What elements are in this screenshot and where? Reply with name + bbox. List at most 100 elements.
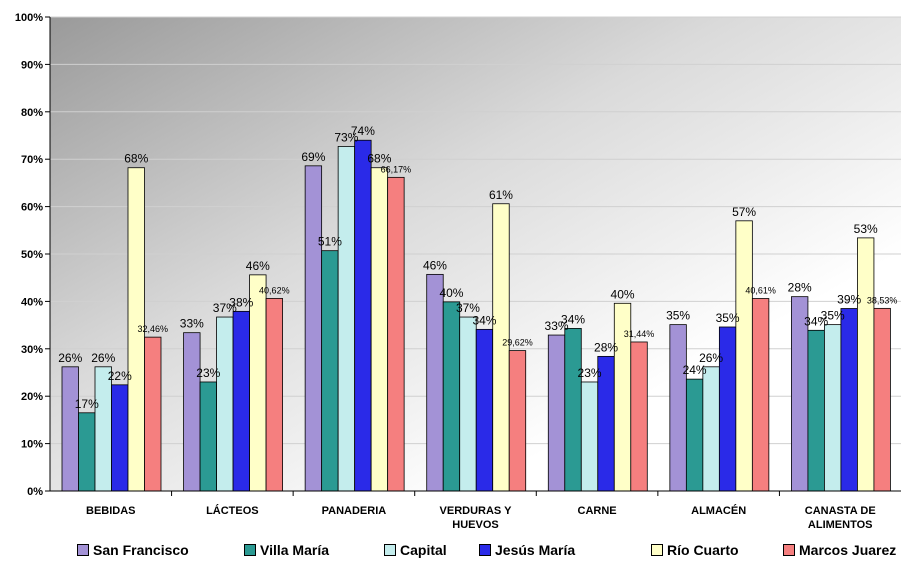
bar [370, 167, 389, 492]
data-label: 35% [716, 311, 740, 325]
data-label: 73% [334, 130, 358, 144]
y-tick-label: 20% [21, 391, 43, 403]
legend-swatch [479, 544, 491, 556]
y-tick-label: 70% [21, 154, 43, 166]
bars [61, 139, 891, 492]
data-label: 23% [578, 366, 602, 380]
data-label: 37% [213, 301, 237, 315]
data-label: 38,53% [867, 295, 898, 305]
x-tick-label: CARNE [578, 505, 617, 517]
y-tick-label: 50% [21, 249, 43, 261]
y-tick-label: 60% [21, 202, 43, 214]
bar [459, 316, 477, 492]
data-label: 33% [180, 317, 204, 331]
data-label: 38% [229, 295, 253, 309]
legend-item: Marcos Juarez [783, 542, 896, 558]
data-label: 26% [58, 351, 82, 365]
bar [669, 324, 687, 492]
legend-item: Jesús María [479, 542, 575, 558]
bar [547, 334, 566, 492]
legend-label: Capital [400, 542, 447, 558]
bar [702, 366, 720, 492]
bar [685, 378, 704, 492]
data-label: 53% [854, 222, 878, 236]
data-label: 22% [108, 369, 132, 383]
data-label: 24% [683, 363, 707, 377]
bar [857, 237, 875, 492]
data-label: 26% [699, 351, 723, 365]
data-label: 40% [439, 286, 463, 300]
x-tick-label: ALIMENTOS [808, 519, 873, 531]
y-tick-label: 30% [21, 344, 43, 356]
bar [442, 301, 461, 492]
legend-label: Villa María [260, 542, 330, 558]
bar [475, 328, 494, 492]
bar [387, 176, 405, 492]
data-labels: 26%17%26%22%68%32,46% 33%23%37%38%46%40,6… [58, 124, 897, 411]
legend-swatch [244, 544, 256, 556]
y-tick-label: 10% [21, 439, 43, 451]
legend-item: San Francisco [77, 542, 189, 558]
bar [94, 366, 112, 492]
legend-swatch [77, 544, 89, 556]
bar [265, 298, 283, 492]
data-label: 40,62% [259, 285, 290, 295]
data-label: 40% [611, 287, 635, 301]
x-tick-label: PANADERIA [322, 505, 387, 517]
x-tick-label: ALMACÉN [691, 504, 746, 517]
x-tick-label: VERDURAS Y [440, 505, 513, 517]
data-label: 34% [472, 313, 496, 327]
axes: 0% 10% 20% 30% 40% 50% 60% 70% 80% 90% 100% BEBIDAS… [15, 12, 901, 531]
legend-label: San Francisco [93, 542, 189, 558]
data-label: 28% [788, 281, 812, 295]
data-label: 23% [196, 366, 220, 380]
data-label: 68% [367, 152, 391, 166]
bar [426, 273, 444, 492]
bar [354, 139, 372, 492]
bar [144, 336, 162, 492]
x-tick-label: HUEVOS [452, 519, 498, 531]
data-label: 46% [423, 258, 447, 272]
bar [735, 220, 753, 492]
legend-swatch [384, 544, 396, 556]
y-tick-label: 0% [27, 486, 43, 498]
data-label: 32,46% [137, 324, 168, 334]
bar [508, 350, 527, 492]
data-label: 74% [351, 124, 375, 138]
bar [824, 324, 842, 492]
bar [751, 298, 770, 492]
data-label: 26% [91, 351, 115, 365]
bar [199, 381, 217, 492]
bar [232, 310, 250, 492]
legend: San Francisco Villa María Capital Jesús Mar… [0, 540, 901, 562]
data-label: 28% [594, 340, 618, 354]
data-label: 51% [318, 235, 342, 249]
data-label: 57% [732, 205, 756, 219]
data-label: 35% [666, 309, 690, 323]
legend-swatch [783, 544, 795, 556]
legend-item: Capital [384, 542, 447, 558]
data-label: 34% [561, 312, 585, 326]
x-tick-label: BEBIDAS [86, 505, 136, 517]
legend-item: Villa María [244, 542, 329, 558]
legend-swatch [651, 544, 663, 556]
data-label: 66,17% [381, 164, 412, 174]
legend-label: Jesús María [495, 542, 576, 558]
legend-label: Marcos Juarez [799, 542, 897, 558]
data-label: 40,61% [745, 286, 776, 296]
data-label: 68% [124, 152, 148, 166]
bar [111, 384, 129, 492]
data-label: 61% [489, 188, 513, 202]
data-label: 34% [804, 314, 828, 328]
bar [840, 308, 858, 492]
bar [564, 328, 582, 492]
bar [873, 307, 891, 492]
bar [61, 366, 79, 492]
y-tick-label: 100% [15, 12, 43, 24]
data-label: 33% [545, 319, 569, 333]
bar [78, 412, 96, 492]
y-tick-label: 80% [21, 107, 43, 119]
x-tick-label: CANASTA DE [805, 505, 876, 517]
data-label: 69% [301, 150, 325, 164]
bar [216, 316, 234, 492]
